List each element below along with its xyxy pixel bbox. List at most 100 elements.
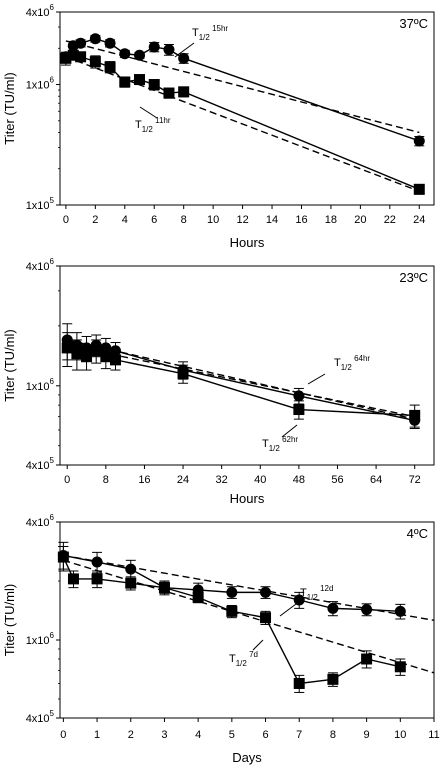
data-point-square xyxy=(409,409,421,421)
data-point-square xyxy=(100,351,112,363)
y-tick-label-mantissa: 4x10 xyxy=(26,713,50,725)
annotation-leader xyxy=(139,106,158,119)
dashed-fit-line xyxy=(67,344,415,418)
half-life-annotation: T1/2 62hr xyxy=(262,435,298,453)
y-tick-label: 4x105 xyxy=(26,709,55,725)
half-life-annotation: T1/2 64hr xyxy=(334,354,370,372)
x-tick-label: 6 xyxy=(151,214,157,226)
data-point-square xyxy=(109,354,121,366)
data-point-square xyxy=(163,87,175,99)
annotation-subscript: 1/2 xyxy=(236,659,248,668)
data-point-square xyxy=(57,551,69,563)
annotation-symbol: T xyxy=(192,27,199,39)
data-point-square xyxy=(148,79,160,91)
x-tick-label: 7 xyxy=(296,729,302,741)
data-point-circle xyxy=(327,602,339,614)
x-tick-label: 3 xyxy=(161,729,167,741)
x-tick-label: 4 xyxy=(122,214,128,226)
y-tick-label-exponent: 6 xyxy=(50,76,55,85)
data-point-circle xyxy=(89,33,101,45)
data-point-square xyxy=(60,52,72,64)
x-tick-label: 9 xyxy=(364,729,370,741)
data-point-square xyxy=(125,577,137,589)
data-point-square xyxy=(134,74,146,86)
y-tick-label-mantissa: 4x10 xyxy=(26,7,50,19)
data-point-square xyxy=(192,591,204,603)
y-tick-label: 1x106 xyxy=(26,377,55,393)
series-1 xyxy=(60,33,425,147)
annotation-leader xyxy=(279,603,297,617)
x-tick-label: 2 xyxy=(128,729,134,741)
annotation-value: 62hr xyxy=(280,435,299,444)
solid-fit-line xyxy=(65,37,420,142)
x-tick-label: 24 xyxy=(177,474,189,486)
annotation-value: 64hr xyxy=(352,354,371,363)
series-2 xyxy=(60,49,425,195)
data-point-square xyxy=(327,673,339,685)
panel-2: 0 8 16 24 32 40 48 56 64 724x1061x1064x105HoursTi… xyxy=(2,257,435,506)
x-tick-label: 16 xyxy=(295,214,307,226)
dashed-fit-line xyxy=(63,559,435,674)
y-tick-label: 4x105 xyxy=(26,456,55,472)
data-point-circle xyxy=(104,37,116,49)
x-tick-label: 14 xyxy=(266,214,278,226)
data-point-square xyxy=(177,368,189,380)
annotation-value: 11hr xyxy=(153,116,171,125)
data-point-square xyxy=(75,51,87,63)
x-axis-label: Hours xyxy=(230,235,265,250)
x-tick-label: 24 xyxy=(413,214,425,226)
y-tick-label-exponent: 6 xyxy=(50,257,55,266)
data-point-circle xyxy=(178,52,190,64)
annotation-leader xyxy=(174,42,195,58)
data-point-square xyxy=(293,677,305,689)
data-point-square xyxy=(71,348,83,360)
annotation-leader xyxy=(252,639,264,651)
x-axis-label: Days xyxy=(232,750,262,765)
x-tick-label: 0 xyxy=(60,729,66,741)
y-tick-label: 1x106 xyxy=(26,631,55,647)
data-point-square xyxy=(158,582,170,594)
half-life-annotation: T1/2 15hr xyxy=(192,24,228,42)
y-tick-label-exponent: 6 xyxy=(50,513,55,522)
x-tick-label: 12 xyxy=(236,214,248,226)
data-point-square xyxy=(61,342,73,354)
x-tick-label: 22 xyxy=(384,214,396,226)
annotation-subscript: 1/2 xyxy=(269,444,281,453)
y-tick-label-exponent: 6 xyxy=(50,3,55,12)
annotation-value: 12d xyxy=(318,584,334,593)
solid-fit-line xyxy=(63,554,401,613)
data-point-circle xyxy=(260,586,272,598)
x-tick-label: 64 xyxy=(370,474,382,486)
data-point-circle xyxy=(226,586,238,598)
y-tick-label-exponent: 6 xyxy=(50,631,55,640)
annotation-subscript: 1/2 xyxy=(199,33,211,42)
x-tick-label: 20 xyxy=(354,214,366,226)
x-tick-label: 16 xyxy=(138,474,150,486)
x-tick-label: 5 xyxy=(229,729,235,741)
annotation-value: 7d xyxy=(247,650,258,659)
y-tick-label-exponent: 5 xyxy=(50,456,55,465)
data-point-circle xyxy=(394,605,406,617)
plot-frame xyxy=(59,521,435,719)
x-tick-label: 0 xyxy=(64,474,70,486)
y-axis-label: Titer (TU/ml) xyxy=(2,584,17,656)
annotation-subscript: 1/2 xyxy=(142,125,154,134)
x-tick-label: 32 xyxy=(216,474,228,486)
plot-frame xyxy=(59,265,435,466)
x-tick-label: 8 xyxy=(330,729,336,741)
data-point-square xyxy=(260,612,272,624)
annotation-symbol: T xyxy=(229,653,236,665)
data-point-square xyxy=(293,404,305,416)
x-tick-label: 56 xyxy=(331,474,343,486)
x-tick-label: 4 xyxy=(195,729,201,741)
y-tick-label-mantissa: 1x10 xyxy=(26,381,50,393)
x-tick-label: 11 xyxy=(428,729,439,741)
y-tick-label-exponent: 6 xyxy=(50,377,55,386)
data-point-circle xyxy=(293,390,305,402)
data-point-square xyxy=(67,573,79,585)
series-2 xyxy=(57,545,435,693)
data-point-circle xyxy=(75,37,87,49)
x-axis-label: Hours xyxy=(230,491,265,506)
data-point-square xyxy=(67,49,79,61)
x-tick-label: 8 xyxy=(181,214,187,226)
